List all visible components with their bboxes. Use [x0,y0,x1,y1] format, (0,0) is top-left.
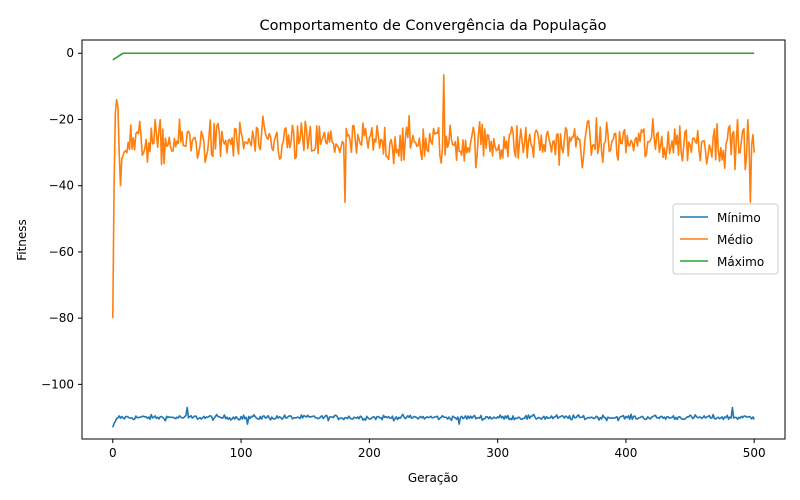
x-tick-label: 200 [358,446,381,460]
series-line-maximo [112,52,755,61]
plot-area [111,52,756,428]
legend-label-minimo: Mínimo [717,211,761,225]
x-tick-label: 500 [743,446,766,460]
y-tick-label: −60 [49,245,74,259]
series-line-minimo [112,406,755,428]
y-axis-label: Fitness [15,219,29,261]
x-tick-label: 0 [109,446,117,460]
y-tick-label: −100 [41,377,74,391]
chart-title: Comportamento de Convergência da Populaç… [260,18,607,34]
series-line-medio [111,73,756,319]
legend-item-maximo: Máximo [680,255,764,269]
legend-box [672,203,779,275]
legend-label-medio: Médio [717,233,753,247]
y-tick-label: −80 [49,311,74,325]
legend-label-maximo: Máximo [717,255,764,269]
y-tick-label: −40 [49,179,74,193]
axes-frame [81,39,786,440]
x-tick-label: 100 [230,446,253,460]
x-axis-ticks: 0 100 200 300 400 500 [109,439,766,460]
x-tick-label: 300 [486,446,509,460]
x-axis-label: Geração [408,471,458,485]
x-tick-label: 400 [614,446,637,460]
legend: Mínimo Médio Máximo [672,203,779,275]
y-tick-label: 0 [66,46,74,60]
y-tick-label: −20 [49,112,74,126]
legend-item-medio: Médio [680,233,753,247]
y-axis-ticks: 0 −20 −40 −60 −80 −100 [41,46,82,391]
legend-item-minimo: Mínimo [680,211,761,225]
